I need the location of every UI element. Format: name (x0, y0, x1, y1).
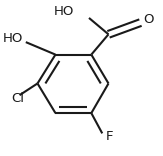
Text: O: O (144, 13, 154, 26)
Text: F: F (106, 130, 114, 143)
Text: HO: HO (54, 5, 74, 18)
Text: HO: HO (2, 32, 23, 45)
Text: Cl: Cl (11, 92, 24, 105)
